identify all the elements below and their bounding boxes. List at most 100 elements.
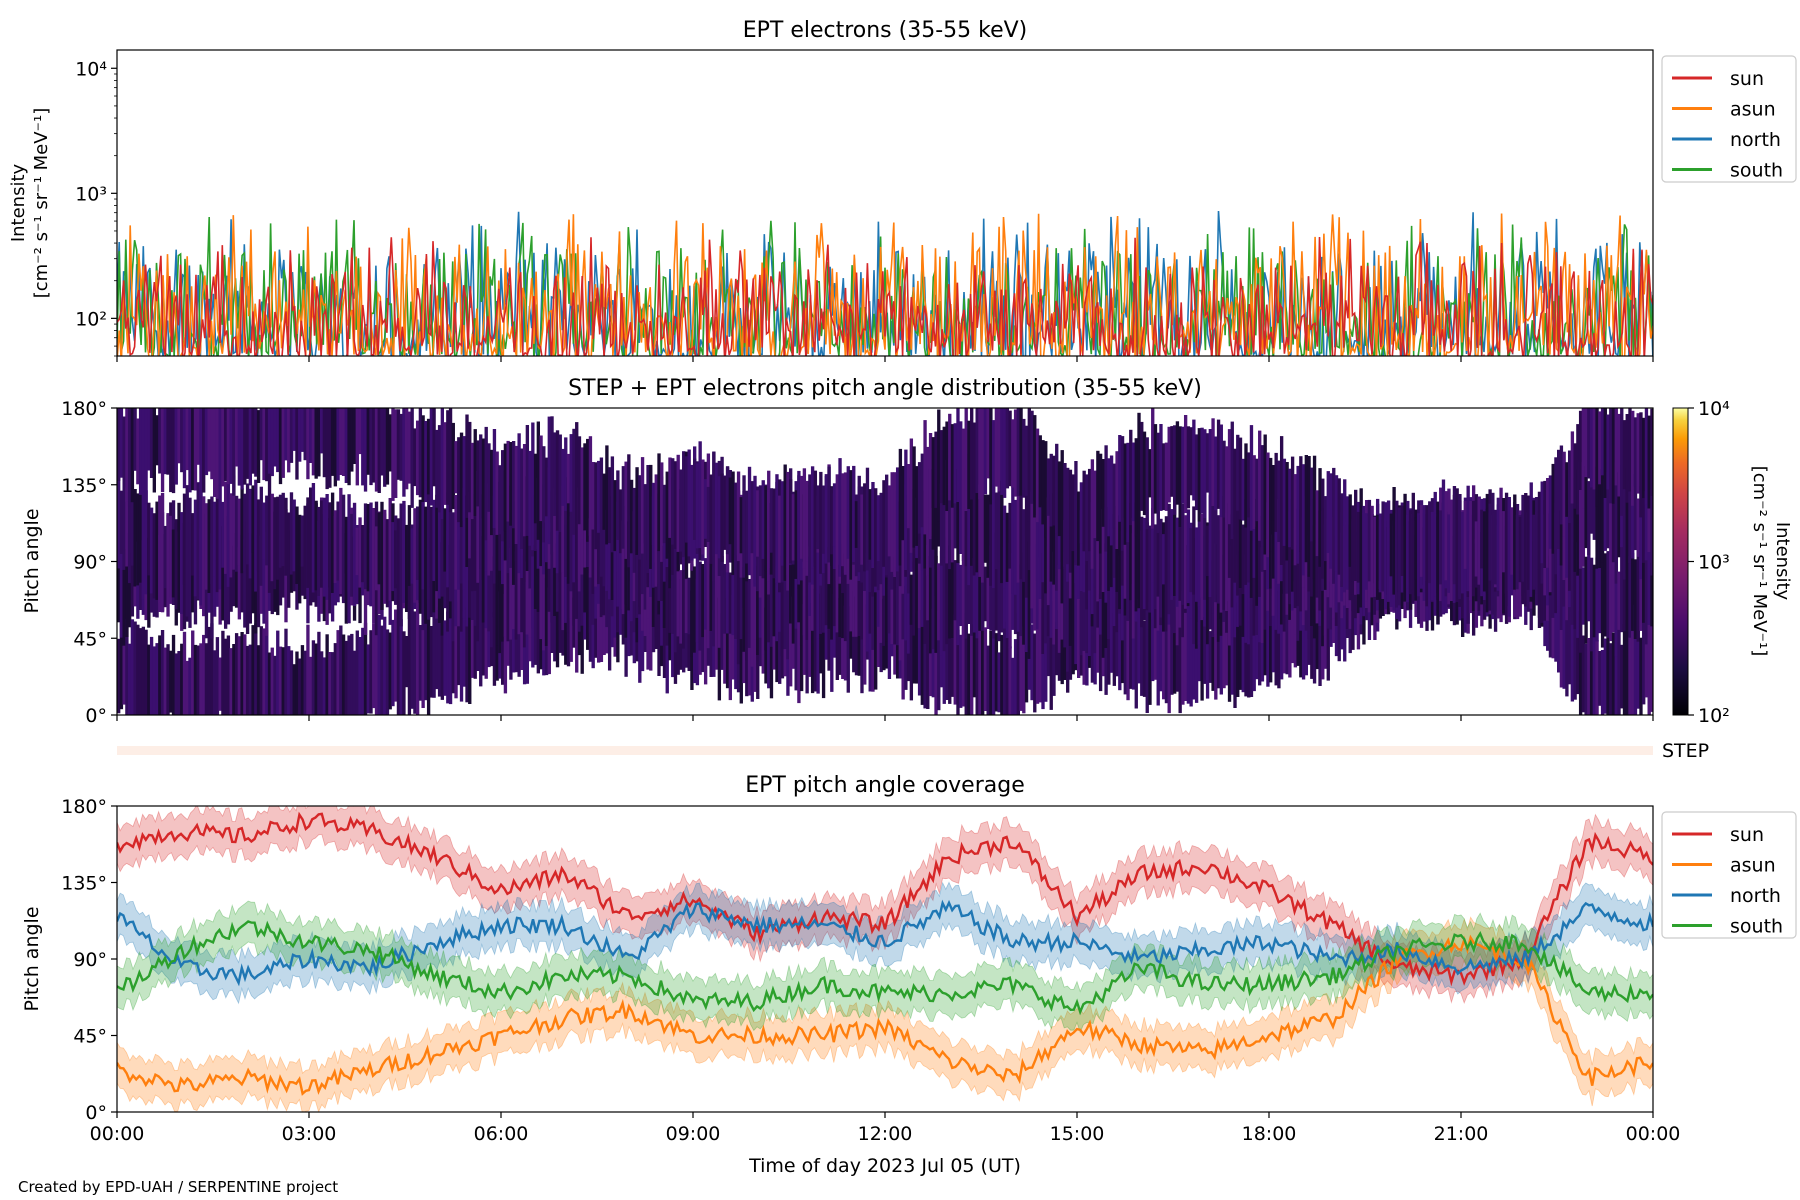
pad-cell xyxy=(374,623,379,715)
pad-cell xyxy=(1175,421,1180,505)
pad-cell xyxy=(797,569,801,623)
pad-cell xyxy=(1587,545,1591,622)
pad-cell xyxy=(501,450,505,542)
pad-cell xyxy=(155,643,159,715)
x-tick-label: 03:00 xyxy=(282,1123,337,1145)
pad-cell xyxy=(492,495,497,584)
pad-cell xyxy=(1175,616,1180,692)
pad-cell xyxy=(1622,557,1627,632)
pad-cell xyxy=(997,491,1001,562)
pad-cell xyxy=(407,603,412,715)
pad-cell xyxy=(994,532,999,631)
pad-cell xyxy=(838,564,842,637)
pad-cell xyxy=(309,656,313,715)
pad-cell xyxy=(920,453,924,528)
pad-cell xyxy=(841,473,845,567)
pad-cell xyxy=(720,556,724,650)
pad-cell xyxy=(983,627,988,711)
pad-cell xyxy=(1384,518,1388,610)
pad-cell xyxy=(926,477,930,576)
pad-cell xyxy=(1263,434,1267,555)
pad-cell xyxy=(352,408,357,464)
pad-cell xyxy=(767,553,771,643)
pad-cell xyxy=(1277,590,1281,689)
pad-cell xyxy=(1134,593,1138,709)
pad-cell xyxy=(251,485,255,553)
pad-cell xyxy=(725,598,730,689)
pad-cell xyxy=(160,493,165,613)
pad-cell xyxy=(813,537,818,644)
pad-cell xyxy=(937,409,941,522)
pad-cell xyxy=(1414,517,1418,580)
pad-cell xyxy=(1173,425,1177,515)
pad-cell xyxy=(1631,472,1635,559)
pad-cell xyxy=(959,564,963,627)
pad-cell xyxy=(1332,467,1336,584)
pad-cell xyxy=(832,483,837,547)
pad-cell xyxy=(1044,566,1048,644)
pad-cell xyxy=(410,528,414,584)
pad-cell xyxy=(133,489,137,587)
pad-cell xyxy=(245,408,250,479)
pad-cell xyxy=(298,514,302,586)
pad-cell xyxy=(643,484,647,544)
pad-cell xyxy=(330,408,335,476)
pad-cell xyxy=(739,562,743,640)
pad-cell xyxy=(166,513,170,617)
pad-cell xyxy=(317,506,321,596)
pad-cell xyxy=(1194,434,1199,511)
pad-cell xyxy=(413,428,417,487)
pad-cell xyxy=(558,434,562,532)
pad-cell xyxy=(627,571,631,657)
pad-cell xyxy=(1035,543,1040,630)
pad-cell xyxy=(243,493,247,572)
pad-cell xyxy=(243,408,247,485)
x-axis-label: Time of day 2023 Jul 05 (UT) xyxy=(748,1155,1021,1177)
pad-cell xyxy=(1312,455,1317,579)
pad-cell xyxy=(199,643,203,715)
pad-cell xyxy=(1642,543,1646,623)
pad-cell xyxy=(251,625,255,715)
pad-cell xyxy=(802,555,807,636)
pad-cell xyxy=(1260,445,1265,547)
pad-cell xyxy=(945,459,949,564)
pad-cell xyxy=(1109,455,1114,546)
coverage-line-sun xyxy=(117,811,1653,987)
pad-cell xyxy=(989,545,993,631)
pad-cell xyxy=(1625,620,1629,715)
panel2-ylabel: Pitch angle xyxy=(21,508,43,613)
pad-cell xyxy=(339,625,343,715)
pad-cell xyxy=(703,607,708,685)
pad-cell xyxy=(251,408,255,474)
y-tick-label: 180° xyxy=(61,398,107,420)
pad-cell xyxy=(311,640,316,715)
pad-cell xyxy=(808,474,812,547)
pad-cell xyxy=(410,408,414,508)
pad-cell xyxy=(245,645,250,715)
pad-cell xyxy=(780,555,785,657)
pad-cell xyxy=(525,561,530,635)
pad-cell xyxy=(262,408,266,481)
pad-cell xyxy=(901,591,905,700)
pad-cell xyxy=(336,630,340,715)
pad-cell xyxy=(465,548,469,627)
panel3-y-ticks: 0°45°90°135°180° xyxy=(61,796,117,1124)
pad-cell xyxy=(1535,497,1539,606)
pad-cell xyxy=(1057,564,1062,653)
pad-cell xyxy=(1013,499,1018,595)
pad-cell xyxy=(953,560,957,621)
pad-cell xyxy=(339,487,343,594)
pad-cell xyxy=(1554,457,1558,550)
pad-cell xyxy=(728,589,732,701)
pad-cell xyxy=(1118,611,1122,691)
pad-cell xyxy=(355,408,359,486)
pad-cell xyxy=(1576,629,1580,695)
pad-cell xyxy=(1277,558,1281,634)
pad-cell xyxy=(1008,646,1012,715)
pad-cell xyxy=(1145,522,1149,611)
pad-cell xyxy=(1153,619,1158,680)
pad-cell xyxy=(594,513,598,587)
pad-cell xyxy=(687,611,691,671)
pad-cell xyxy=(956,469,960,563)
pad-cell xyxy=(536,549,540,612)
